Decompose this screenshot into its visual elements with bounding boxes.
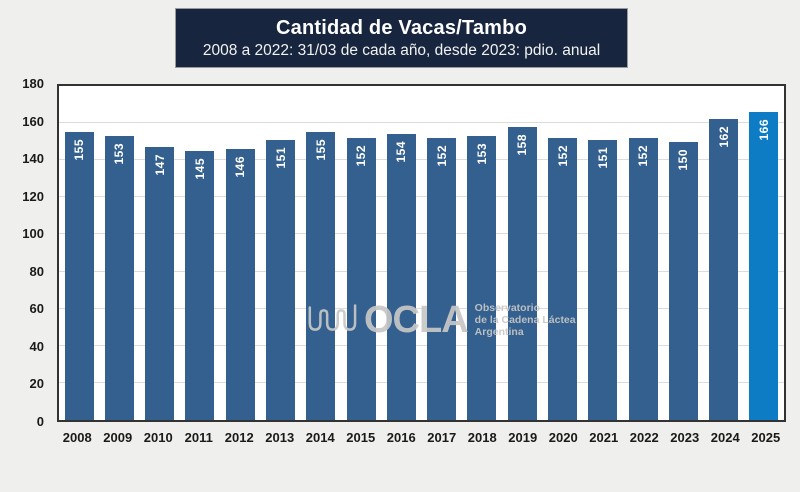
bar-slot-2012: 146 (220, 86, 260, 420)
y-tick-label-0: 0 (36, 414, 44, 429)
plot-area: 155 153 147 145 146 151 155 152 154 152 153 158 152 1… (57, 84, 786, 422)
bar-2019: 158 (507, 126, 537, 420)
x-tick-label-2013: 2013 (265, 430, 295, 445)
bar-slot-2024: 162 (704, 86, 744, 420)
bar-2020: 152 (548, 137, 578, 420)
bar-2017: 152 (427, 137, 457, 420)
bar-value-label-2023: 150 (676, 148, 691, 171)
x-axis: 2008 2009 2010 2011 2012 2013 2014 2015 2016 2017… (57, 430, 786, 445)
bar-value-label-2011: 145 (192, 157, 207, 180)
gridline-20 (59, 381, 784, 383)
x-tick-label-2019: 2019 (508, 430, 538, 445)
bar-series: 155 153 147 145 146 151 155 152 154 152 153 158 152 1… (59, 86, 784, 420)
bar-2008: 155 (64, 132, 94, 420)
bar-2009: 153 (104, 136, 134, 420)
gridline-120 (59, 196, 784, 198)
gridline-80 (59, 270, 784, 272)
gridline-40 (59, 344, 784, 346)
x-tick-label-2011: 2011 (184, 430, 213, 445)
bar-slot-2016: 154 (381, 86, 421, 420)
bar-2024: 162 (709, 119, 739, 420)
gridline-160 (59, 122, 784, 124)
bar-slot-2023: 150 (663, 86, 703, 420)
x-tick-label-2017: 2017 (427, 430, 457, 445)
y-tick-label-160: 160 (22, 113, 44, 129)
x-tick-label-2012: 2012 (224, 430, 254, 445)
bar-value-label-2010: 147 (152, 154, 167, 176)
x-tick-label-2023: 2023 (670, 430, 700, 445)
bar-slot-2025: 166 (744, 86, 784, 420)
y-tick-label-180: 180 (22, 76, 44, 91)
bar-slot-2022: 152 (623, 86, 663, 420)
bar-2016: 154 (386, 134, 416, 420)
bar-value-label-2015: 152 (354, 144, 369, 167)
x-tick-label-2025: 2025 (751, 430, 781, 445)
y-tick-label-40: 40 (29, 338, 44, 354)
bar-value-label-2019: 158 (515, 133, 530, 156)
x-tick-label-2015: 2015 (346, 430, 376, 445)
chart-title: Cantidad de Vacas/Tambo (276, 16, 527, 39)
bar-2021: 151 (588, 139, 618, 420)
bar-2023: 150 (668, 141, 698, 420)
x-tick-label-2020: 2020 (548, 430, 578, 445)
bar-slot-2020: 152 (542, 86, 582, 420)
bar-slot-2015: 152 (341, 86, 381, 420)
bar-value-label-2013: 151 (273, 146, 288, 169)
y-tick-label-100: 100 (22, 226, 44, 242)
bar-2011: 145 (185, 150, 215, 420)
bar-slot-2014: 155 (301, 86, 341, 420)
bar-slot-2010: 147 (140, 86, 180, 420)
bar-slot-2011: 145 (180, 86, 220, 420)
bar-value-label-2025: 166 (756, 118, 771, 141)
bar-slot-2008: 155 (59, 86, 99, 420)
bar-slot-2013: 151 (260, 86, 300, 420)
y-tick-label-140: 140 (22, 151, 44, 167)
bar-value-label-2018: 153 (474, 143, 489, 165)
x-tick-label-2008: 2008 (62, 430, 92, 445)
bar-value-label-2012: 146 (233, 156, 248, 178)
gridline-60 (59, 307, 784, 309)
gridline-100 (59, 233, 784, 235)
bar-slot-2017: 152 (422, 86, 462, 420)
y-axis: 0 20 40 60 80 100 120 140 160 180 (0, 77, 50, 429)
bar-value-label-2021: 151 (595, 146, 610, 169)
y-tick-label-60: 60 (29, 301, 44, 317)
bar-2022: 152 (628, 137, 658, 420)
x-tick-label-2010: 2010 (143, 430, 173, 445)
bar-value-label-2020: 152 (555, 144, 570, 167)
bar-value-label-2014: 155 (313, 139, 328, 161)
bar-2014: 155 (306, 132, 336, 420)
y-tick-label-80: 80 (29, 263, 44, 279)
x-tick-label-2018: 2018 (467, 430, 497, 445)
bar-2012: 146 (225, 149, 255, 420)
x-tick-label-2021: 2021 (589, 430, 619, 445)
bar-value-label-2017: 152 (434, 144, 449, 167)
bar-value-label-2024: 162 (716, 126, 731, 148)
x-tick-label-2009: 2009 (103, 430, 133, 445)
bar-value-label-2022: 152 (636, 144, 651, 167)
bar-2013: 151 (266, 139, 296, 420)
bar-slot-2021: 151 (583, 86, 623, 420)
chart-subtitle: 2008 a 2022: 31/03 de cada año, desde 20… (202, 41, 601, 59)
bar-2018: 153 (467, 136, 497, 420)
bar-slot-2018: 153 (462, 86, 502, 420)
bar-2025: 166 (749, 111, 779, 420)
y-tick-label-120: 120 (22, 188, 44, 204)
bar-slot-2019: 158 (502, 86, 542, 420)
x-tick-label-2014: 2014 (305, 430, 335, 445)
x-tick-label-2016: 2016 (386, 430, 416, 445)
bar-value-label-2008: 155 (72, 139, 87, 161)
bar-value-label-2016: 154 (394, 141, 409, 163)
bar-value-label-2009: 153 (112, 143, 127, 165)
bar-slot-2009: 153 (99, 86, 139, 420)
chart-title-box: Cantidad de Vacas/Tambo 2008 a 2022: 31/… (175, 8, 628, 68)
bar-2015: 152 (346, 137, 376, 420)
x-tick-label-2022: 2022 (629, 430, 659, 445)
x-tick-label-2024: 2024 (710, 430, 740, 445)
gridline-140 (59, 159, 784, 161)
y-tick-label-20: 20 (29, 376, 44, 392)
bar-2010: 147 (145, 147, 175, 420)
